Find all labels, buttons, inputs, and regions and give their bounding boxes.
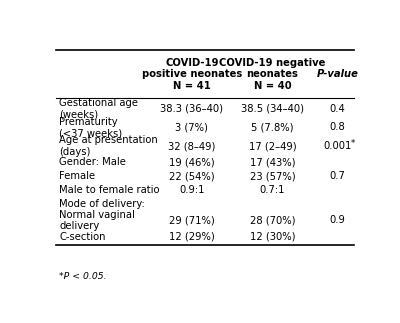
Text: 23 (57%): 23 (57%) bbox=[250, 171, 295, 181]
Text: 0.001: 0.001 bbox=[323, 141, 352, 151]
Text: Age at presentation
(days): Age at presentation (days) bbox=[59, 135, 158, 157]
Text: 29 (71%): 29 (71%) bbox=[169, 215, 215, 225]
Text: Normal vaginal
delivery: Normal vaginal delivery bbox=[59, 210, 135, 231]
Text: 0.8: 0.8 bbox=[330, 122, 345, 132]
Text: C-section: C-section bbox=[59, 232, 106, 242]
Text: 32 (8–49): 32 (8–49) bbox=[168, 141, 216, 151]
Text: Male to female ratio: Male to female ratio bbox=[59, 185, 160, 195]
Text: 12 (29%): 12 (29%) bbox=[169, 232, 215, 242]
Text: *: * bbox=[350, 139, 355, 148]
Text: 17 (43%): 17 (43%) bbox=[250, 157, 295, 167]
Text: 0.7:1: 0.7:1 bbox=[260, 185, 285, 195]
Text: P-value: P-value bbox=[316, 69, 358, 79]
Text: 12 (30%): 12 (30%) bbox=[250, 232, 295, 242]
Text: 3 (7%): 3 (7%) bbox=[175, 122, 208, 132]
Text: Female: Female bbox=[59, 171, 96, 181]
Text: 0.4: 0.4 bbox=[330, 104, 345, 114]
Text: COVID-19 negative
neonates
N = 40: COVID-19 negative neonates N = 40 bbox=[219, 57, 326, 91]
Text: 5 (7.8%): 5 (7.8%) bbox=[251, 122, 294, 132]
Text: *P < 0.05.: *P < 0.05. bbox=[59, 272, 107, 281]
Text: Prematurity
(<37 weeks): Prematurity (<37 weeks) bbox=[59, 117, 122, 138]
Text: 38.5 (34–40): 38.5 (34–40) bbox=[241, 104, 304, 114]
Text: 0.9:1: 0.9:1 bbox=[179, 185, 204, 195]
Text: 38.3 (36–40): 38.3 (36–40) bbox=[160, 104, 223, 114]
Text: Gestational age
(weeks): Gestational age (weeks) bbox=[59, 98, 138, 120]
Text: 28 (70%): 28 (70%) bbox=[250, 215, 295, 225]
Text: COVID-19
positive neonates
N = 41: COVID-19 positive neonates N = 41 bbox=[142, 57, 242, 91]
Text: Gender: Male: Gender: Male bbox=[59, 157, 126, 167]
Text: 22 (54%): 22 (54%) bbox=[169, 171, 215, 181]
Text: Mode of delivery:: Mode of delivery: bbox=[59, 199, 145, 209]
Text: 19 (46%): 19 (46%) bbox=[169, 157, 215, 167]
Text: 0.7: 0.7 bbox=[330, 171, 346, 181]
Text: 0.9: 0.9 bbox=[330, 215, 346, 225]
Text: 17 (2–49): 17 (2–49) bbox=[249, 141, 296, 151]
